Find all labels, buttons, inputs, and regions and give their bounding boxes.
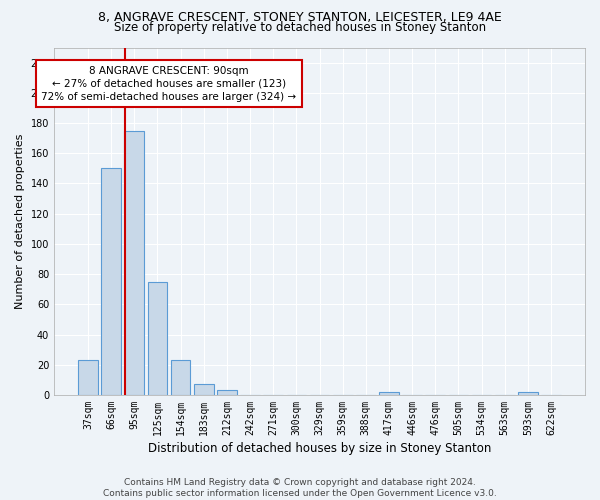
Bar (194, 384, 214, 395)
Bar (217, 390, 237, 395)
Bar (171, 360, 190, 395)
Bar (124, 130, 144, 395)
Text: 8 ANGRAVE CRESCENT: 90sqm
← 27% of detached houses are smaller (123)
72% of semi: 8 ANGRAVE CRESCENT: 90sqm ← 27% of detac… (41, 66, 296, 102)
Bar (101, 168, 121, 395)
Text: 8, ANGRAVE CRESCENT, STONEY STANTON, LEICESTER, LE9 4AE: 8, ANGRAVE CRESCENT, STONEY STANTON, LEI… (98, 11, 502, 24)
Y-axis label: Number of detached properties: Number of detached properties (15, 134, 25, 309)
X-axis label: Distribution of detached houses by size in Stoney Stanton: Distribution of detached houses by size … (148, 442, 491, 455)
Bar (518, 392, 538, 395)
Bar (148, 282, 167, 395)
Bar (379, 392, 399, 395)
Bar (78, 360, 98, 395)
Text: Size of property relative to detached houses in Stoney Stanton: Size of property relative to detached ho… (114, 22, 486, 35)
Text: Contains HM Land Registry data © Crown copyright and database right 2024.
Contai: Contains HM Land Registry data © Crown c… (103, 478, 497, 498)
